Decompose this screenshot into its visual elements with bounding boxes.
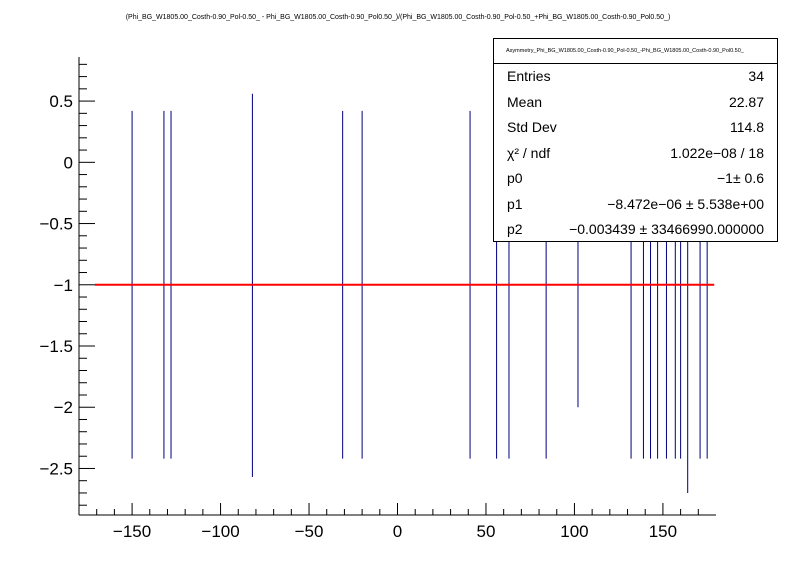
stats-row: χ² / ndf 1.022e−08 / 18 bbox=[494, 141, 777, 167]
stats-box: Asymmetry_Phi_BG_W1805.00_Costh-0.90_Pol… bbox=[493, 38, 778, 242]
stats-row: Entries 34 bbox=[494, 64, 777, 90]
x-tick-label: −50 bbox=[295, 522, 324, 541]
stats-value: 34 bbox=[748, 68, 764, 84]
stats-key: p2 bbox=[507, 221, 523, 237]
stats-row: Std Dev 114.8 bbox=[494, 115, 777, 141]
stats-value: −8.472e−06 ± 5.538e+00 bbox=[607, 195, 764, 212]
stats-value: −1± 0.6 bbox=[717, 170, 764, 186]
stats-key: Mean bbox=[507, 93, 543, 110]
x-tick-label: 0 bbox=[393, 522, 402, 541]
x-tick-label: 100 bbox=[560, 522, 588, 541]
stats-key: Std Dev bbox=[507, 119, 557, 135]
y-tick-label: −1.5 bbox=[39, 337, 73, 356]
stats-value: 114.8 bbox=[730, 119, 764, 135]
stats-row: p2 −0.003439 ± 33466990.000000 bbox=[494, 217, 777, 243]
y-tick-label: 0.5 bbox=[49, 92, 73, 111]
stats-value: 1.022e−08 / 18 bbox=[670, 144, 764, 161]
stats-name: Asymmetry_Phi_BG_W1805.00_Costh-0.90_Pol… bbox=[494, 39, 777, 64]
y-tick-label: −0.5 bbox=[39, 215, 73, 234]
stats-row: p0 −1± 0.6 bbox=[494, 166, 777, 192]
y-tick-label: −2.5 bbox=[39, 459, 73, 478]
stats-key: p0 bbox=[507, 170, 523, 186]
stats-rows: Entries 34 Mean 22.87 Std Dev 114.8 χ² / ndf 1.… bbox=[494, 64, 777, 243]
y-tick-label: −1 bbox=[54, 276, 73, 295]
y-tick-label: 0 bbox=[64, 153, 73, 172]
stats-key: p1 bbox=[507, 195, 523, 212]
x-tick-label: −150 bbox=[113, 522, 151, 541]
stats-row: p1 −8.472e−06 ± 5.538e+00 bbox=[494, 192, 777, 218]
y-tick-label: −2 bbox=[54, 398, 73, 417]
stats-value: 22.87 bbox=[728, 93, 764, 110]
x-tick-label: 50 bbox=[477, 522, 496, 541]
stats-row: Mean 22.87 bbox=[494, 90, 777, 116]
stats-key: Entries bbox=[507, 68, 551, 84]
x-tick-label: −100 bbox=[201, 522, 239, 541]
stats-key: χ² / ndf bbox=[507, 144, 551, 161]
stats-value: −0.003439 ± 33466990.000000 bbox=[569, 221, 764, 237]
axes: −150 −100 −50 0 50 100 150 −2.5 −2 −1.5 −1 −0.5 0 0.5 bbox=[39, 57, 716, 541]
x-tick-label: 150 bbox=[649, 522, 677, 541]
chart-title: (Phi_BG_W1805.00_Costh-0.90_Pol-0.50_ - … bbox=[125, 14, 671, 21]
